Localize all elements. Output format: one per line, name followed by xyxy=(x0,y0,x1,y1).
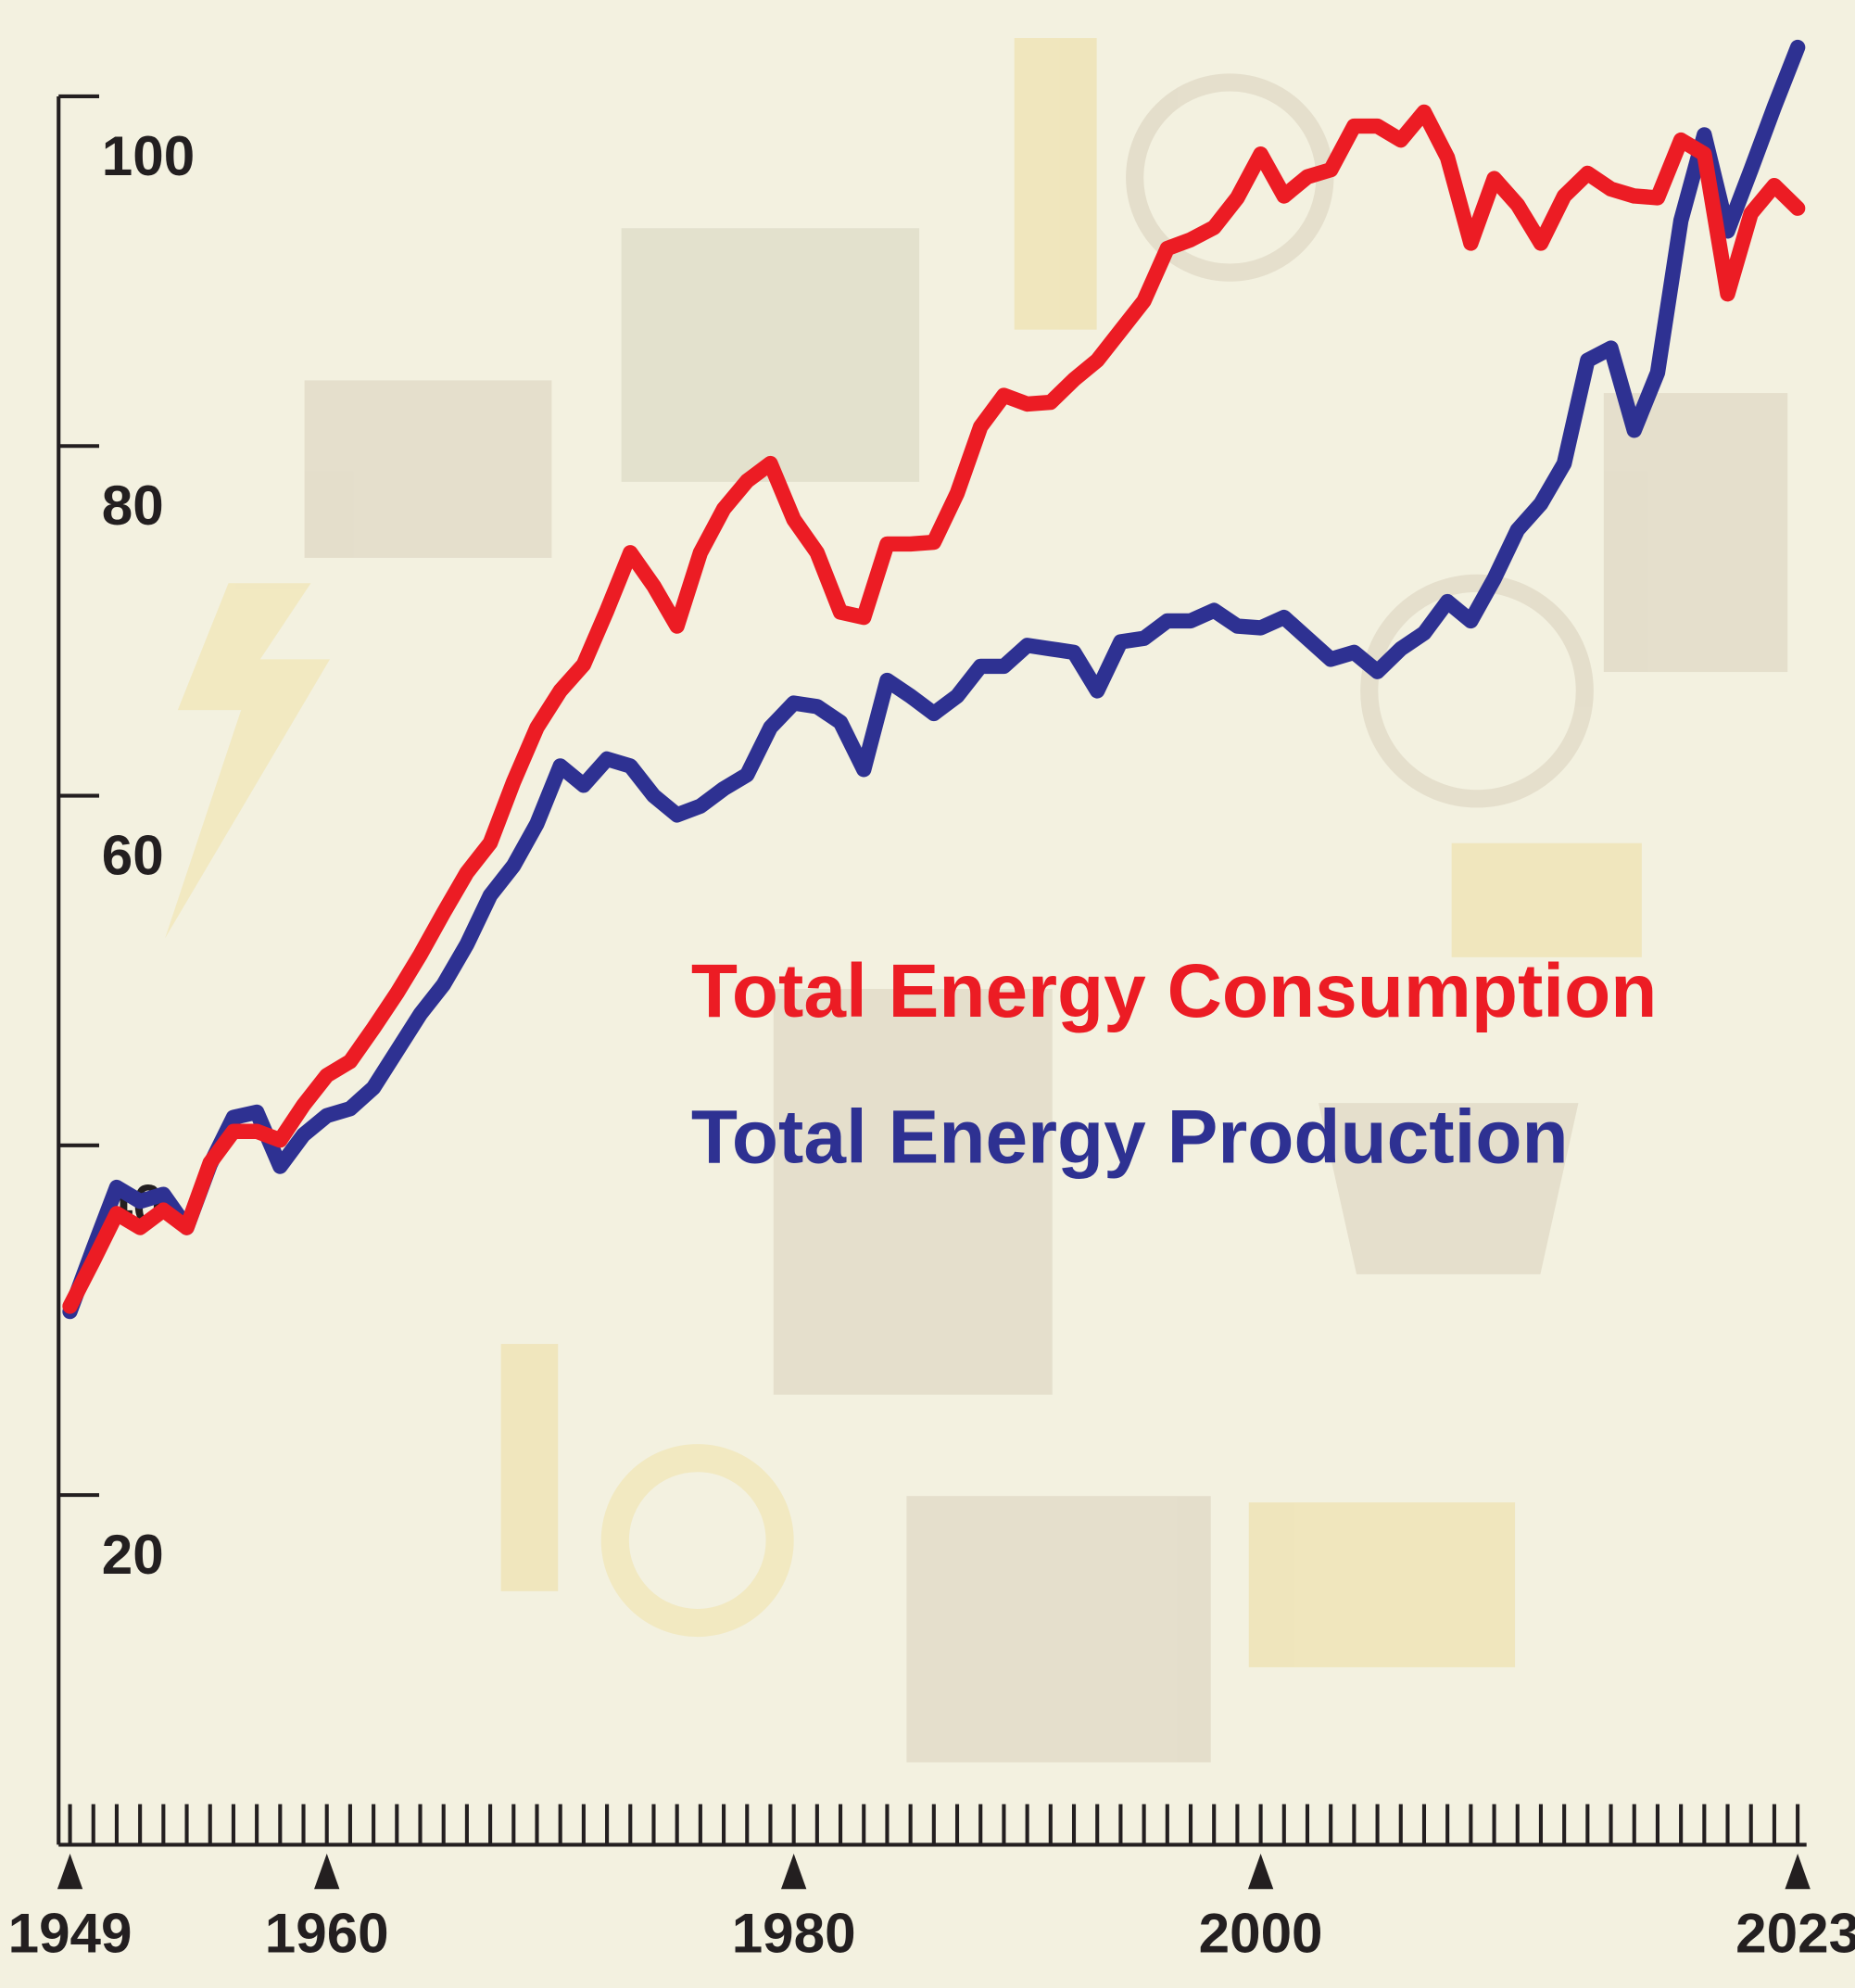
x-tick-label: 1949 xyxy=(8,1903,132,1965)
icon xyxy=(1015,38,1097,330)
y-tick-label: 100 xyxy=(102,125,195,187)
x-tick-label: 1980 xyxy=(732,1903,856,1965)
icon xyxy=(1452,843,1642,957)
chart: Total Energy Consumption Total Energy Pr… xyxy=(0,0,1855,1988)
icon xyxy=(774,989,1053,1395)
legend-entry: Total Energy Consumption xyxy=(691,949,1658,1033)
icon xyxy=(622,228,919,482)
icon xyxy=(1249,1502,1515,1667)
icon xyxy=(305,380,552,558)
icon xyxy=(906,1496,1210,1762)
x-tick-label: 1960 xyxy=(265,1903,389,1965)
x-tick-label: 2000 xyxy=(1199,1903,1323,1965)
page: Total Energy Consumption Total Energy Pr… xyxy=(0,0,1855,1988)
y-tick-label: 60 xyxy=(102,824,164,886)
legend-entry: Total Energy Production xyxy=(691,1095,1569,1179)
icon xyxy=(501,1344,559,1591)
y-tick-label: 80 xyxy=(102,475,164,537)
y-tick-label: 20 xyxy=(102,1524,164,1586)
x-tick-label: 2023 xyxy=(1735,1903,1855,1965)
